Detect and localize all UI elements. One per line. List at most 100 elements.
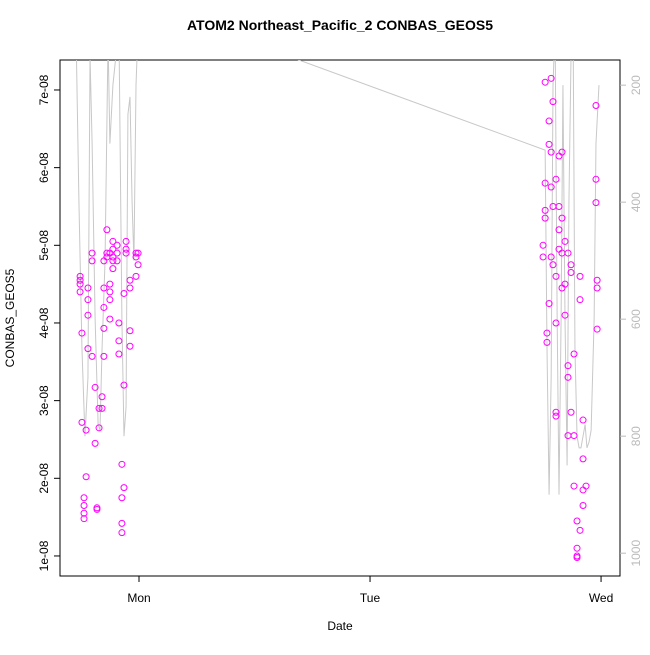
point [113,249,121,257]
point [570,482,578,490]
y-tick-label: 5e-08 [37,230,51,261]
point [80,515,88,523]
point [558,148,566,156]
point [88,257,96,265]
point [93,504,101,512]
point [567,268,575,276]
point [552,412,560,420]
point [541,214,549,222]
point [109,265,117,273]
point [106,280,114,288]
point [118,529,126,537]
point [80,494,88,502]
point [95,404,103,412]
point [593,284,601,292]
y-tick-label: 4e-08 [37,307,51,338]
point [76,276,84,284]
point [113,257,121,265]
point [539,241,547,249]
point [115,319,123,327]
point [88,249,96,257]
point [576,272,584,280]
point [545,300,553,308]
point [579,455,587,463]
point [134,261,142,269]
point [573,544,581,552]
point [576,296,584,304]
point [98,393,106,401]
point [552,175,560,183]
point [555,226,563,234]
point [564,373,572,381]
point [82,426,90,434]
point [545,117,553,125]
point [82,473,90,481]
point [120,484,128,492]
point [567,408,575,416]
y2-tick-label: 400 [629,192,643,212]
point [80,501,88,509]
point [126,342,134,350]
point [561,237,569,245]
point [570,350,578,358]
point [109,257,117,265]
point [109,253,117,261]
point [134,249,142,257]
point [126,284,134,292]
point [95,424,103,432]
y-tick-label: 7e-08 [37,74,51,105]
point [106,296,114,304]
point [76,272,84,280]
point [109,245,117,253]
y-tick-label: 6e-08 [37,152,51,183]
point [593,276,601,284]
point [118,494,126,502]
point [103,226,111,234]
point [84,345,92,353]
y-axis-label: CONBAS_GEOS5 [3,268,17,367]
point [541,78,549,86]
point [88,352,96,360]
line [76,60,600,495]
point [579,501,587,509]
point [593,325,601,333]
point [547,253,555,261]
x-tick-label: Tue [360,591,381,605]
point [576,526,584,534]
point [109,237,117,245]
point [561,311,569,319]
point [567,261,575,269]
point [552,272,560,280]
point [91,439,99,447]
point [543,338,551,346]
point [552,319,560,327]
point [76,280,84,288]
point [541,179,549,187]
point [547,74,555,82]
point [126,327,134,335]
point [120,289,128,297]
plot-frame [59,59,621,577]
point [592,199,600,207]
y-tick-label: 2e-08 [37,463,51,494]
point [84,296,92,304]
point [561,280,569,288]
point [98,404,106,412]
point [122,237,130,245]
y2-tick-label: 200 [629,75,643,95]
point [76,288,84,296]
x-axis-label: Date [327,619,353,633]
point [78,418,86,426]
point [84,311,92,319]
point [120,381,128,389]
point [592,175,600,183]
point [113,241,121,249]
point [547,183,555,191]
point [118,460,126,468]
y-tick-label: 1e-08 [37,540,51,571]
y2-tick-label: 800 [629,426,643,446]
plot-area [76,60,601,562]
point [115,350,123,358]
